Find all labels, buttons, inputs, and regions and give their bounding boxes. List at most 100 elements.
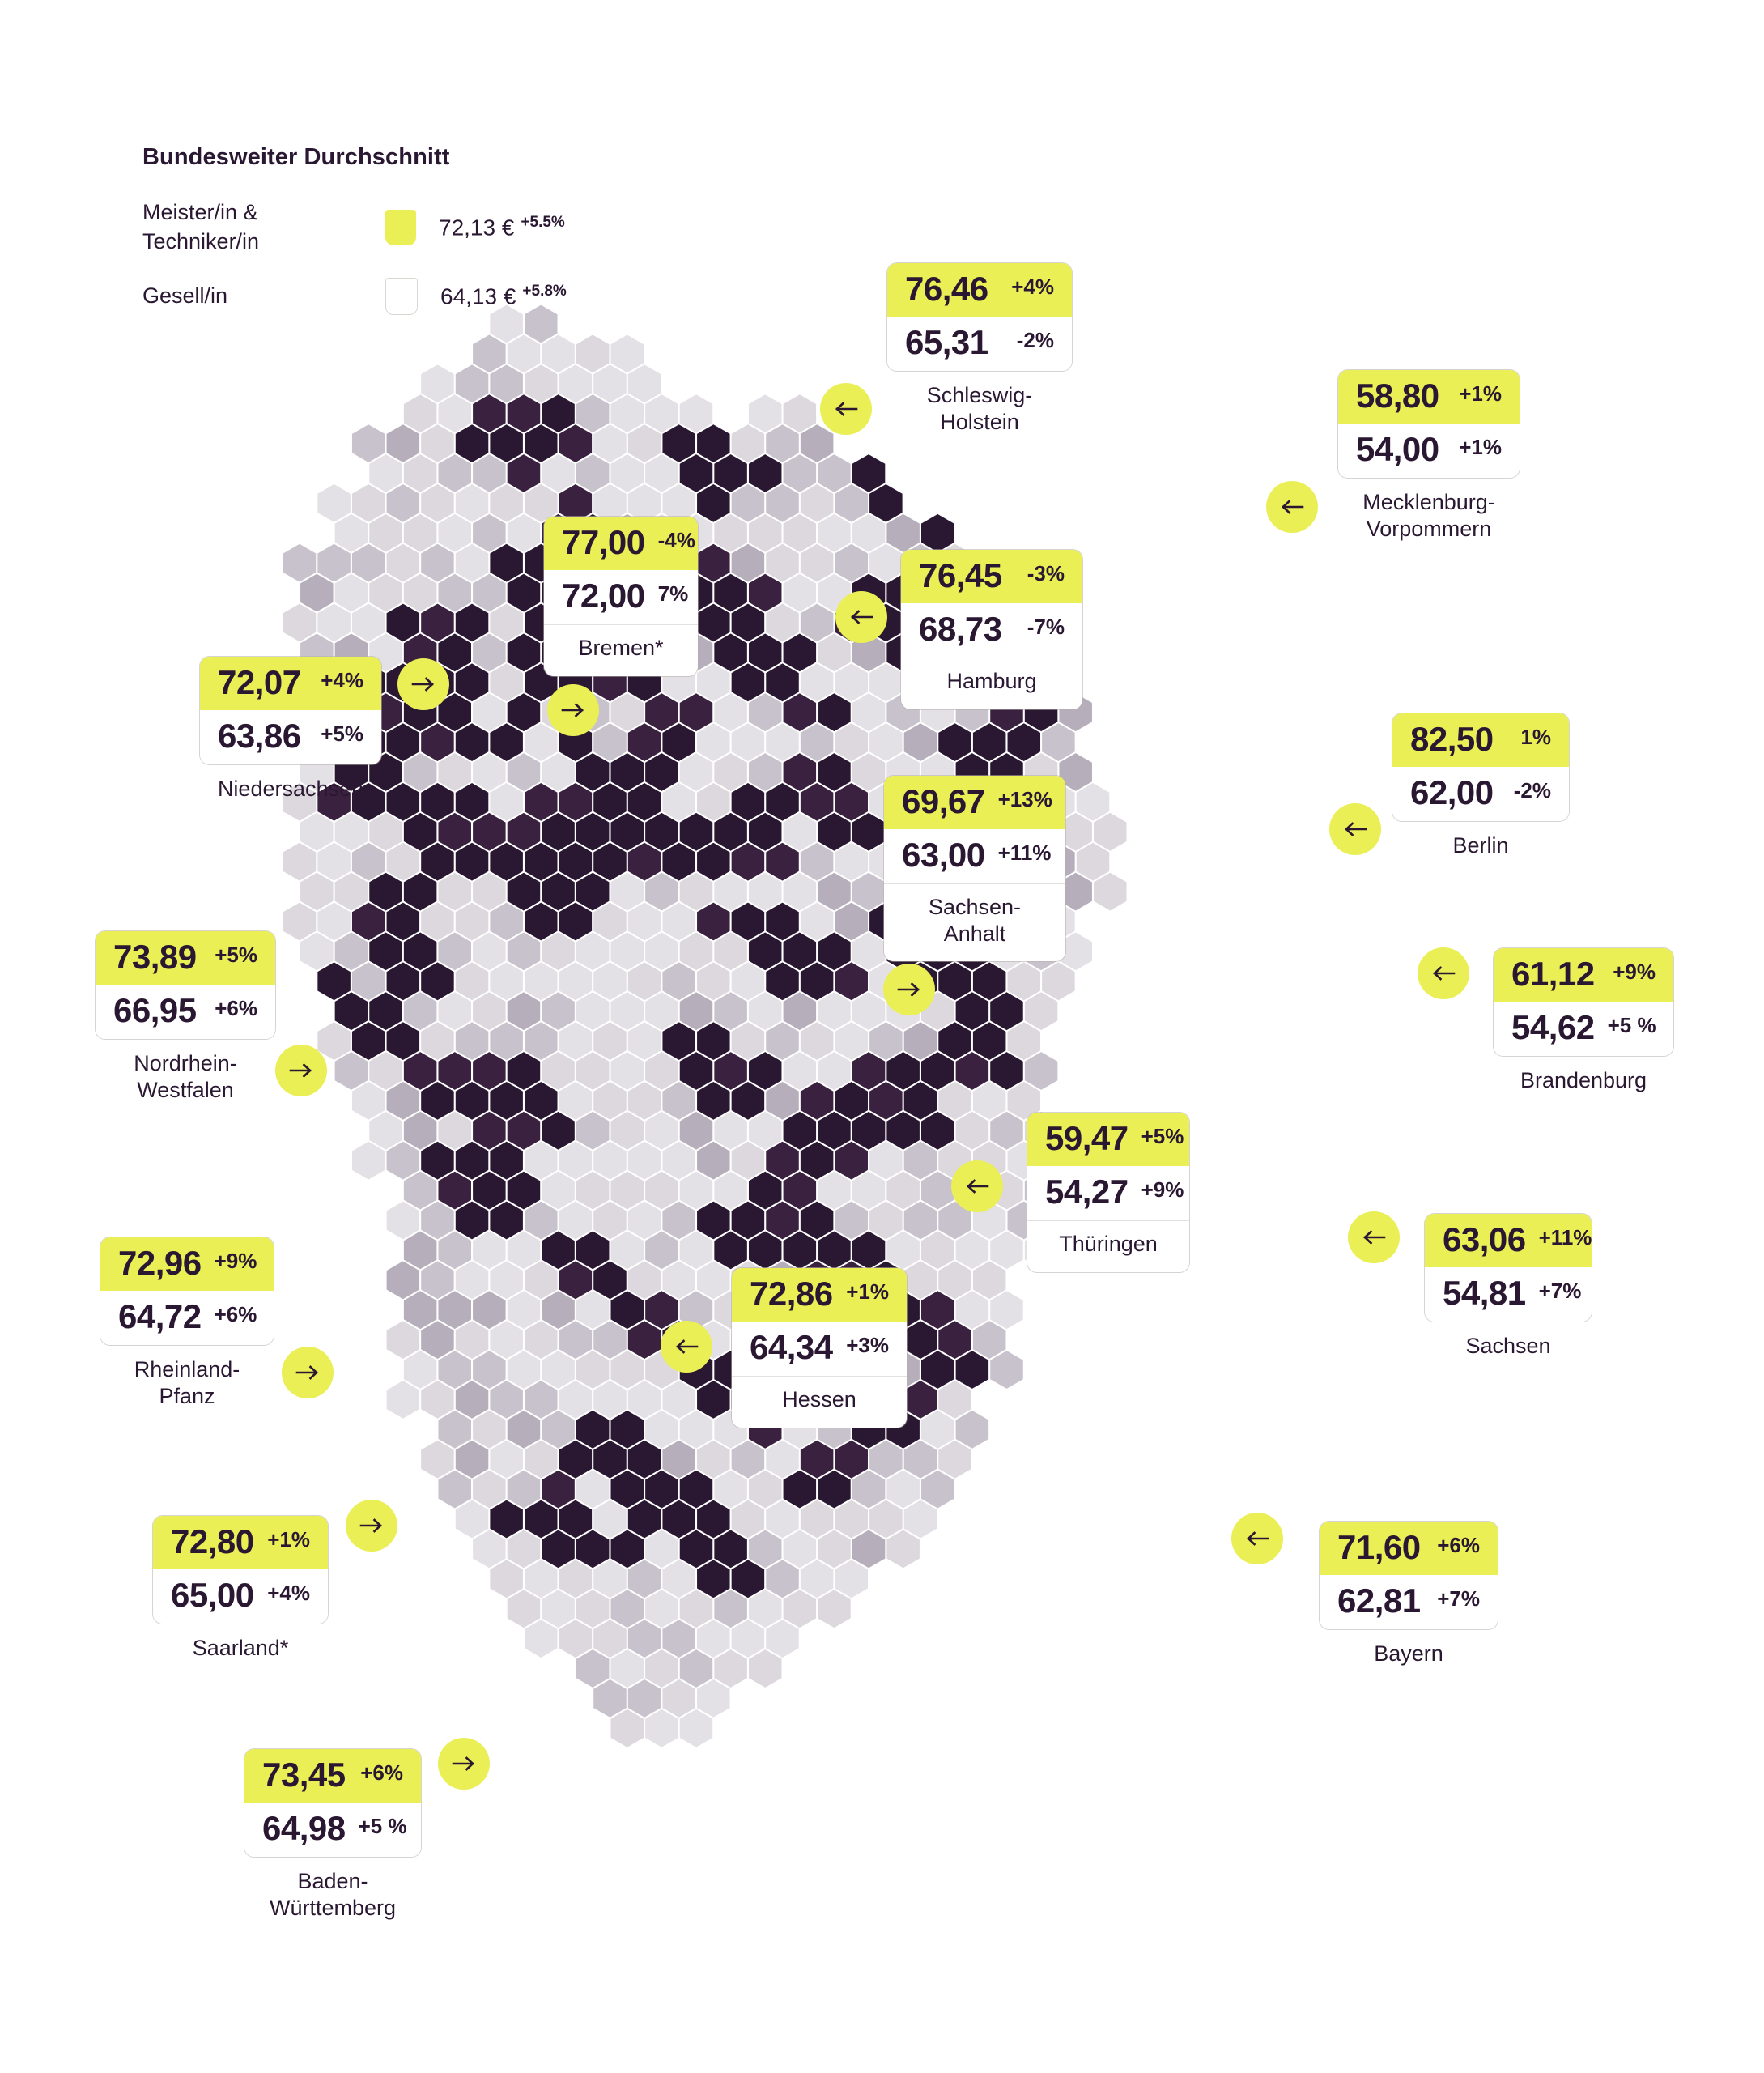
legend-value-geselle: 64,13 € +5.8%	[440, 283, 567, 309]
region-card-bremen[interactable]: 77,00 -4% 72,00 7% Bremen*	[544, 517, 698, 676]
master-rate-value: 63,06	[1443, 1220, 1526, 1258]
region-card-hamburg[interactable]: 76,45 -3% 68,73 -7% Hamburg	[901, 550, 1082, 709]
master-rate-value: 73,45	[262, 1756, 346, 1794]
arrow-left-icon[interactable]	[1266, 481, 1318, 533]
master-rate-delta: +9%	[214, 1249, 257, 1273]
region-name-label: Bayern	[1374, 1641, 1443, 1666]
journeyman-rate-value: 65,31	[905, 323, 988, 362]
master-rate-value: 76,45	[919, 556, 1002, 594]
legend-label-geselle: Gesell/in	[142, 283, 228, 308]
region-card-schleswig-holstein[interactable]: 76,46 +4% 65,31 -2% Schleswig- Holstein	[887, 263, 1072, 435]
region-card-bayern[interactable]: 71,60 +6% 62,81 +7% Bayern	[1320, 1522, 1498, 1667]
journeyman-rate-value: 63,86	[218, 717, 301, 756]
region-name-label: Bremen*	[544, 624, 698, 676]
region-name-label: Rheinland- Pfanz	[134, 1356, 240, 1408]
master-rate-delta: +5%	[215, 943, 257, 967]
master-rate-value: 76,46	[905, 270, 988, 308]
region-card-thueringen[interactable]: 59,47 +5% 54,27 +9% Thüringen	[1027, 1113, 1189, 1272]
legend-amount-meister: 72,13 €	[439, 215, 515, 241]
journeyman-rate-value: 66,95	[113, 991, 197, 1030]
arrow-left-icon[interactable]	[1348, 1211, 1400, 1263]
legend-amount-geselle: 64,13 €	[440, 283, 516, 309]
master-rate-delta: +4%	[321, 668, 363, 692]
master-rate-row: 77,00 -4%	[544, 517, 698, 571]
journeyman-rate-value: 68,73	[919, 610, 1002, 649]
journeyman-rate-delta: +4%	[267, 1581, 310, 1606]
master-rate-row: 61,12 +9%	[1494, 948, 1673, 1002]
journeyman-rate-value: 54,00	[1356, 430, 1439, 469]
value-card: 76,45 -3% 68,73 -7% Hamburg	[901, 550, 1082, 709]
master-rate-row: 72,86 +1%	[732, 1268, 907, 1322]
region-name-label: Brandenburg	[1520, 1067, 1647, 1092]
arrow-left-icon[interactable]	[835, 591, 887, 643]
journeyman-rate-row: 62,81 +7%	[1320, 1575, 1498, 1629]
master-rate-row: 72,96 +9%	[100, 1237, 274, 1292]
region-card-baden-wuerttemberg[interactable]: 73,45 +6% 64,98 +5 % Baden- Württemberg	[244, 1749, 421, 1921]
journeyman-rate-value: 54,27	[1045, 1173, 1129, 1211]
arrow-left-icon[interactable]	[951, 1160, 1003, 1212]
master-rate-row: 72,80 +1%	[153, 1516, 328, 1570]
region-card-berlin[interactable]: 82,50 1% 62,00 -2% Berlin	[1392, 713, 1569, 859]
journeyman-rate-row: 54,62 +5 %	[1494, 1002, 1673, 1056]
legend-delta-meister: +5.5%	[521, 214, 565, 232]
region-card-hessen[interactable]: 72,86 +1% 64,34 +3% Hessen	[732, 1268, 907, 1428]
journeyman-rate-delta: +11%	[997, 841, 1052, 866]
journeyman-rate-delta: 7%	[657, 581, 689, 607]
arrow-right-icon[interactable]	[275, 1045, 327, 1096]
value-card: 59,47 +5% 54,27 +9% Thüringen	[1027, 1113, 1189, 1272]
journeyman-rate-row: 65,00 +4%	[153, 1569, 328, 1624]
region-name-label: Nordrhein- Westfalen	[134, 1050, 237, 1102]
arrow-left-icon[interactable]	[1231, 1513, 1283, 1564]
region-card-sachsen-anhalt[interactable]: 69,67 +13% 63,00 +11% Sachsen- Anhalt	[884, 776, 1065, 962]
region-card-mecklenburg-vorpommern[interactable]: 58,80 +1% 54,00 +1% Mecklenburg- Vorpommern	[1338, 370, 1520, 542]
journeyman-rate-value: 72,00	[562, 577, 645, 615]
master-rate-value: 72,86	[750, 1275, 833, 1313]
master-rate-delta: +13%	[997, 787, 1052, 811]
legend-value-meister: 72,13 € +5.5%	[439, 214, 565, 241]
legend-delta-geselle: +5.8%	[522, 283, 567, 300]
journeyman-rate-delta: +5 %	[1607, 1013, 1656, 1038]
journeyman-rate-row: 62,00 -2%	[1392, 767, 1569, 821]
journeyman-rate-row: 65,31 -2%	[887, 317, 1072, 371]
value-card: 82,50 1% 62,00 -2%	[1392, 713, 1569, 821]
master-rate-row: 73,45 +6%	[244, 1749, 421, 1803]
region-card-saarland[interactable]: 72,80 +1% 65,00 +4% Saarland*	[153, 1516, 328, 1662]
journeyman-rate-delta: +9%	[1141, 1177, 1184, 1203]
arrow-right-icon[interactable]	[883, 964, 935, 1015]
arrow-left-icon[interactable]	[1418, 947, 1469, 999]
master-rate-row: 63,06 +11%	[1425, 1214, 1592, 1268]
legend-label-meister: Meister/in & Techniker/in	[142, 200, 260, 253]
region-card-sachsen[interactable]: 63,06 +11% 54,81 +7% Sachsen	[1425, 1214, 1592, 1360]
journeyman-rate-value: 54,62	[1511, 1008, 1595, 1047]
arrow-right-icon[interactable]	[397, 658, 449, 710]
master-rate-value: 59,47	[1045, 1119, 1129, 1157]
arrow-left-icon[interactable]	[820, 383, 872, 435]
master-rate-delta: +1%	[267, 1527, 310, 1552]
master-rate-delta: -4%	[657, 528, 695, 552]
arrow-right-icon[interactable]	[547, 684, 599, 736]
master-rate-value: 61,12	[1511, 955, 1595, 993]
arrow-right-icon[interactable]	[346, 1500, 397, 1552]
journeyman-rate-row: 64,34 +3%	[732, 1322, 907, 1376]
region-card-nordrhein-westfalen[interactable]: 73,89 +5% 66,95 +6% Nordrhein- Westfalen	[96, 931, 275, 1103]
master-rate-value: 77,00	[562, 523, 645, 561]
arrow-left-icon[interactable]	[661, 1321, 712, 1373]
journeyman-rate-delta: +7%	[1437, 1586, 1480, 1611]
arrow-right-icon[interactable]	[438, 1738, 490, 1790]
journeyman-rate-delta: +5%	[321, 722, 363, 747]
arrow-left-icon[interactable]	[1329, 803, 1381, 855]
journeyman-rate-delta: +5 %	[358, 1814, 407, 1839]
master-rate-delta: -3%	[1027, 561, 1065, 585]
value-card: 72,86 +1% 64,34 +3% Hessen	[732, 1268, 907, 1428]
region-card-brandenburg[interactable]: 61,12 +9% 54,62 +5 % Brandenburg	[1494, 948, 1673, 1094]
legend: Bundesweiter Durchschnitt Meister/in & T…	[142, 144, 644, 336]
value-card: 63,06 +11% 54,81 +7%	[1425, 1214, 1592, 1322]
region-name-label: Mecklenburg- Vorpommern	[1362, 489, 1495, 541]
journeyman-rate-row: 64,72 +6%	[100, 1291, 274, 1345]
region-card-rheinland-pfalz[interactable]: 72,96 +9% 64,72 +6% Rheinland- Pfanz	[100, 1237, 274, 1409]
journeyman-rate-delta: -2%	[1016, 328, 1054, 353]
journeyman-rate-value: 63,00	[902, 836, 985, 875]
arrow-right-icon[interactable]	[282, 1347, 334, 1398]
region-card-niedersachsen[interactable]: 72,07 +4% 63,86 +5% Niedersachsen	[200, 657, 381, 802]
master-rate-row: 59,47 +5%	[1027, 1113, 1189, 1167]
